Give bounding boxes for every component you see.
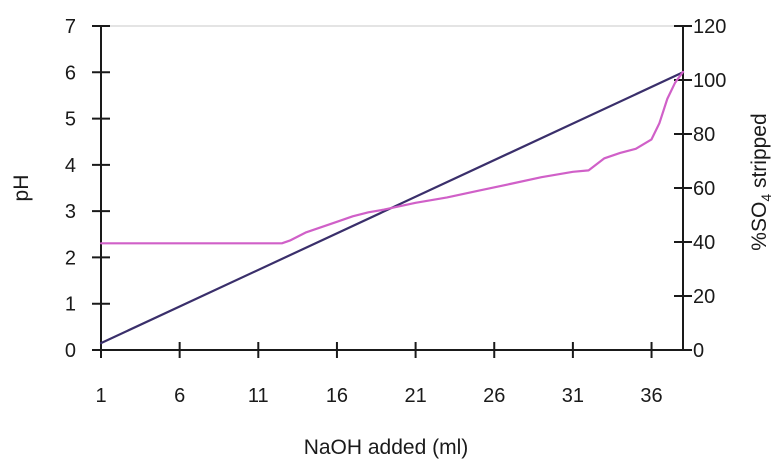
x-tick-label: 11 — [248, 385, 269, 407]
y-right-tick-label: 80 — [693, 124, 715, 146]
y-left-tick-label: 5 — [65, 109, 76, 131]
x-tick-label: 36 — [640, 385, 662, 407]
x-tick-label: 6 — [174, 385, 185, 407]
x-tick-label: 26 — [483, 385, 505, 407]
series-layer — [99, 70, 685, 345]
y-left-tick-label: 3 — [65, 201, 76, 223]
y-left-tick-label: 2 — [65, 247, 76, 269]
y-right-axis: 0 20 40 60 80 100 120 — [674, 16, 726, 362]
y-right-tick-label: 100 — [693, 70, 726, 92]
y-left-tick-label: 7 — [65, 16, 76, 38]
plot-area — [100, 25, 684, 351]
series-line-so4-stripped — [99, 70, 685, 245]
y-left-tick-label: 6 — [65, 62, 76, 84]
y-right-tick-label: 40 — [693, 232, 715, 254]
y-right-tick-label: 120 — [693, 16, 726, 38]
x-tick-label: 31 — [562, 385, 584, 407]
y-right-axis-title: %SO4 stripped — [748, 113, 773, 250]
x-tick-label: 1 — [95, 385, 106, 407]
x-axis: 1 6 11 16 21 26 31 36 — [95, 342, 683, 407]
y-right-tick-label: 20 — [693, 286, 715, 308]
y-left-axis-title: pH — [10, 175, 33, 202]
x-tick-label: 16 — [326, 385, 348, 407]
y-left-tick-label: 1 — [65, 294, 76, 316]
x-tick-label: 21 — [404, 385, 426, 407]
y-left-tick-label: 4 — [65, 155, 76, 177]
y-left-tick-label: 0 — [65, 340, 76, 362]
y-right-tick-label: 60 — [693, 178, 715, 200]
y-left-axis: 0 1 2 3 4 5 6 7 — [65, 16, 110, 362]
y-right-tick-label: 0 — [693, 340, 704, 362]
x-axis-title: NaOH added (ml) — [304, 436, 469, 459]
